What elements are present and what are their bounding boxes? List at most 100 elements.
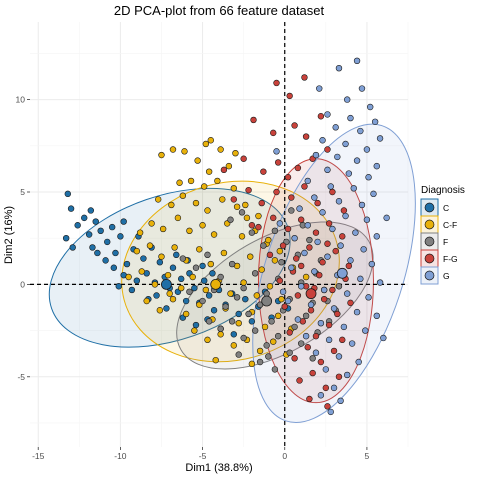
centroid-f (261, 295, 273, 307)
point-c (248, 318, 256, 325)
point-c-f (219, 196, 226, 203)
point-g (376, 279, 384, 286)
point-c-f (189, 273, 196, 281)
point-g (329, 225, 336, 233)
point-f (260, 242, 267, 249)
chart-title: 2D PCA-plot from 66 feature dataset (114, 3, 325, 18)
point-f (233, 294, 241, 301)
point-c (92, 218, 99, 225)
point-f (240, 334, 247, 342)
point-c-f (238, 233, 246, 240)
point-c (89, 244, 96, 251)
point-c (192, 321, 200, 329)
point-c (117, 233, 124, 240)
point-c (173, 251, 180, 259)
point-c (191, 284, 198, 292)
point-g (373, 233, 380, 240)
point-c-f (191, 327, 198, 334)
point-g (335, 198, 343, 205)
point-c-f (204, 336, 211, 344)
point-f-g (260, 168, 267, 175)
legend-label-f-g: F-G (443, 254, 458, 264)
point-f-g (284, 174, 292, 181)
centroid-f-g (305, 288, 317, 300)
point-c-f (154, 196, 162, 203)
point-c-f (266, 283, 274, 290)
point-g (362, 327, 369, 334)
point-c-f (182, 310, 190, 318)
point-c-f (202, 140, 210, 148)
plot-panel (30, 22, 416, 447)
point-c (169, 264, 177, 271)
point-g (311, 194, 318, 201)
data-points (62, 57, 390, 416)
point-c (235, 310, 242, 318)
point-g (316, 85, 323, 92)
point-f (186, 288, 193, 295)
point-c (102, 257, 109, 264)
point-f (222, 303, 229, 310)
point-c-f (255, 212, 262, 220)
point-f-g (329, 188, 336, 196)
point-g (337, 242, 344, 249)
point-c-f (174, 214, 182, 222)
point-f (268, 318, 275, 325)
point-c-f (278, 295, 285, 303)
point-f-g (322, 384, 330, 392)
point-f-g (320, 295, 328, 303)
point-f-g (301, 183, 308, 190)
point-c-f (158, 253, 165, 260)
point-f-g (347, 299, 354, 307)
point-f-g (317, 113, 325, 120)
point-g (301, 249, 308, 257)
point-f-g (240, 155, 247, 162)
point-f (302, 312, 310, 320)
point-c (140, 255, 147, 262)
point-f-g (317, 358, 325, 366)
point-c-f (232, 149, 239, 157)
x-tick-label: 0 (282, 451, 287, 461)
point-f-g (312, 229, 320, 236)
point-c-f (178, 284, 185, 292)
point-c (69, 244, 76, 251)
point-c-f (186, 227, 193, 235)
point-f-g (245, 186, 252, 194)
point-c-f (181, 148, 188, 155)
point-c-f (158, 151, 165, 159)
point-g (288, 264, 295, 271)
legend-marker-c (424, 202, 435, 213)
point-g (279, 288, 287, 295)
point-c-f (265, 236, 272, 244)
point-f (286, 349, 293, 356)
point-f-g (306, 395, 313, 403)
point-f-g (294, 164, 302, 172)
point-c-f (256, 347, 264, 355)
point-c-f (168, 201, 175, 209)
point-f (199, 297, 206, 305)
point-c-f (243, 214, 251, 222)
point-c-f (247, 253, 254, 260)
point-f (271, 366, 279, 373)
point-f (238, 209, 246, 216)
point-f-g (312, 332, 320, 340)
point-f-g (330, 347, 338, 355)
point-g (335, 353, 343, 360)
point-g (324, 253, 331, 260)
point-c (210, 307, 218, 314)
point-c-f (194, 157, 201, 164)
point-f (263, 342, 270, 349)
y-tick-label: -5 (17, 372, 25, 382)
point-f-g (296, 377, 303, 384)
point-c-f (235, 319, 242, 327)
point-f-g (248, 222, 256, 229)
y-tick-label: 10 (16, 95, 26, 105)
point-f-g (297, 262, 305, 270)
legend-marker-f-g (424, 253, 435, 264)
y-axis-title: Dim2 (16%) (3, 206, 15, 264)
point-f-g (273, 188, 280, 196)
point-c-f (201, 183, 208, 190)
point-g (352, 229, 359, 236)
point-c (199, 262, 206, 270)
point-g (347, 257, 354, 264)
point-c-f (274, 312, 282, 320)
